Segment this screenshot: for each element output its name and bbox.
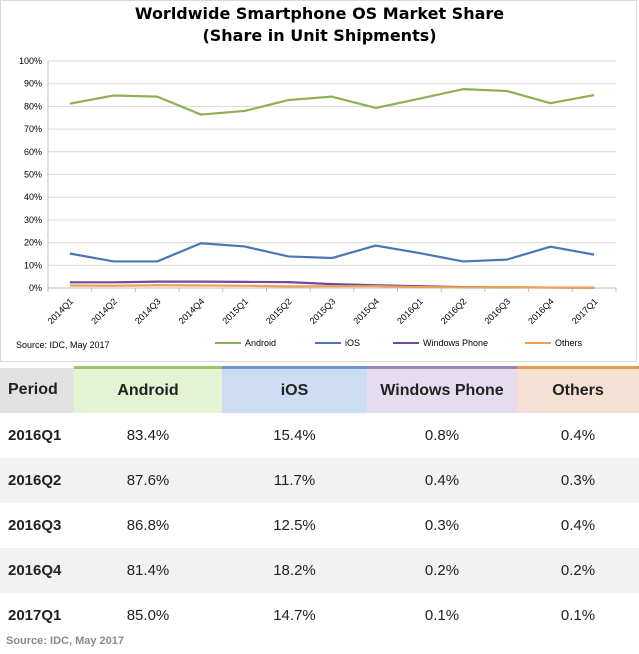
legend-item-windows-phone: Windows Phone [393,338,488,348]
line-chart: 0% 10% 20% 30% 40% 50% 60% 70% 80% 90% 100% 2014Q1 2… [19,56,617,326]
table-source: Source: IDC, May 2017 [6,635,124,647]
cell-ios: 11.7% [222,458,367,503]
legend-item-others: Others [525,338,582,348]
x-tick-label: 2016Q1 [395,296,425,326]
cell-android: 86.8% [74,503,222,548]
cell-ios: 18.2% [222,548,367,593]
cell-windows-phone: 0.3% [367,503,517,548]
legend-swatch-ios [315,341,341,344]
legend-label-android: Android [245,338,277,348]
cell-android: 87.6% [74,458,222,503]
cell-others: 0.4% [517,503,639,548]
cell-period: 2016Q4 [0,548,74,593]
x-tick-label: 2017Q1 [570,296,600,326]
table-row: 2016Q2 87.6% 11.7% 0.4% 0.3% [0,458,639,503]
cell-windows-phone: 0.8% [367,413,517,458]
table-row: 2016Q1 83.4% 15.4% 0.8% 0.4% [0,413,639,458]
header-ios: iOS [222,366,367,413]
chart-subtitle: (Share in Unit Shipments) [202,26,437,45]
x-tick-label: 2014Q1 [46,296,76,326]
table-row: 2016Q4 81.4% 18.2% 0.2% 0.2% [0,548,639,593]
cell-others: 0.3% [517,458,639,503]
series-line-ios [69,242,595,263]
cell-windows-phone: 0.2% [367,548,517,593]
cell-period: 2016Q3 [0,503,74,548]
y-tick-label: 50% [24,170,42,180]
y-tick-label: 60% [24,147,42,157]
cell-ios: 15.4% [222,413,367,458]
cell-ios: 14.7% [222,593,367,638]
market-share-table: Period Android iOS Windows Phone Others … [0,366,639,638]
y-tick-label: 100% [19,56,42,66]
header-period: Period [0,367,74,413]
x-tick-label: 2015Q1 [220,296,250,326]
chart-source: Source: IDC, May 2017 [16,340,110,350]
y-tick-label: 90% [24,79,42,89]
series-line-others [69,284,595,289]
table-row: 2016Q3 86.8% 12.5% 0.3% 0.4% [0,503,639,548]
legend-swatch-others [525,341,551,344]
chart-title: Worldwide Smartphone OS Market Share [134,4,505,23]
legend-label-others: Others [555,338,583,348]
cell-windows-phone: 0.4% [367,458,517,503]
chart-frame [0,0,637,362]
x-tick-label: 2016Q2 [439,296,469,326]
cell-android: 81.4% [74,548,222,593]
cell-period: 2016Q2 [0,458,74,503]
legend-swatch-windows-phone [393,341,419,344]
y-tick-label: 10% [24,260,42,270]
x-tick-label: 2016Q4 [526,296,556,326]
table-row: 2017Q1 85.0% 14.7% 0.1% 0.1% [0,593,639,638]
header-windows-phone: Windows Phone [367,366,517,413]
cell-android: 85.0% [74,593,222,638]
legend-label-ios: iOS [345,338,361,348]
table-header-row: Period Android iOS Windows Phone Others [0,366,639,413]
y-tick-label: 40% [24,192,42,202]
header-others: Others [517,366,639,413]
legend-item-android: Android [215,338,276,348]
cell-period: 2016Q1 [0,413,74,458]
legend-item-ios: iOS [315,338,360,348]
cell-windows-phone: 0.1% [367,593,517,638]
x-tick-label: 2015Q4 [351,296,381,326]
header-android: Android [74,366,222,413]
y-tick-label: 0% [29,283,42,293]
cell-ios: 12.5% [222,503,367,548]
cell-period: 2017Q1 [0,593,74,638]
x-tick-label: 2014Q3 [133,296,163,326]
x-tick-label: 2014Q4 [177,296,207,326]
y-tick-label: 20% [24,238,42,248]
x-tick-label: 2015Q3 [308,296,338,326]
legend-swatch-android [215,341,241,344]
y-tick-label: 80% [24,101,42,111]
x-tick-label: 2016Q3 [482,296,512,326]
legend-label-windows-phone: Windows Phone [423,338,489,348]
chart-legend: Android iOS Windows Phone Others [215,338,635,352]
y-tick-label: 30% [24,215,42,225]
x-tick-label: 2014Q2 [89,296,119,326]
series-line-android [69,88,595,116]
cell-others: 0.4% [517,413,639,458]
y-tick-label: 70% [24,124,42,134]
cell-others: 0.1% [517,593,639,638]
cell-others: 0.2% [517,548,639,593]
x-tick-label: 2015Q2 [264,296,294,326]
cell-android: 83.4% [74,413,222,458]
